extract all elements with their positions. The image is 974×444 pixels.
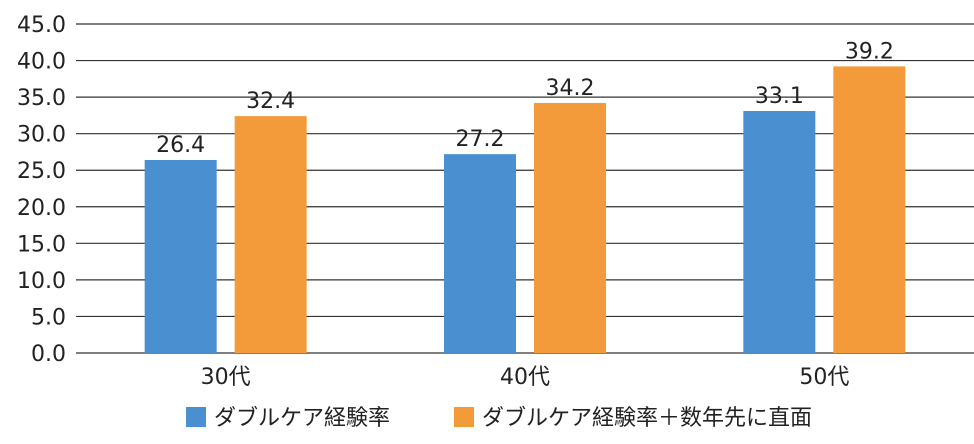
bar-double-care-rate-plus-future-2 [833, 66, 906, 353]
y-tick-label: 0.0 [31, 342, 66, 367]
legend-swatch [454, 407, 474, 427]
bars [144, 66, 906, 354]
y-tick-label: 20.0 [17, 196, 66, 221]
data-label: 27.2 [456, 127, 505, 152]
data-label: 33.1 [755, 84, 804, 109]
category-label: 50代 [799, 365, 849, 390]
legend-label: ダブルケア経験率 [214, 406, 390, 431]
bar-double-care-rate-1 [444, 154, 516, 353]
category-label: 30代 [201, 365, 251, 390]
x-axis-category-labels: 30代 40代 50代 [201, 365, 850, 390]
bar-double-care-rate-0 [144, 159, 217, 353]
bar-double-care-rate-2 [743, 111, 816, 353]
legend: ダブルケア経験率 ダブルケア経験率＋数年先に直面 [186, 406, 812, 431]
bar-double-care-rate-plus-future-0 [234, 116, 307, 354]
category-label: 40代 [500, 365, 550, 390]
legend-label: ダブルケア経験率＋数年先に直面 [482, 406, 812, 431]
y-axis-tick-labels: 0.0 5.0 10.0 15.0 20.0 25.0 30.0 35.0 40.0 45.0 [17, 13, 66, 367]
y-tick-label: 45.0 [17, 13, 66, 38]
y-tick-label: 15.0 [17, 232, 66, 257]
y-tick-label: 40.0 [17, 50, 66, 75]
y-tick-label: 10.0 [17, 269, 66, 294]
legend-swatch [186, 407, 206, 427]
gridlines [76, 23, 974, 354]
data-label: 34.2 [546, 76, 595, 101]
data-label: 32.4 [246, 89, 295, 114]
y-tick-label: 25.0 [17, 159, 66, 184]
y-tick-label: 30.0 [17, 123, 66, 148]
y-tick-label: 35.0 [17, 86, 66, 111]
data-label: 39.2 [845, 39, 894, 64]
data-label: 26.4 [156, 133, 205, 158]
y-tick-label: 5.0 [31, 305, 66, 330]
bar-double-care-rate-plus-future-1 [534, 102, 606, 354]
data-labels: 26.4 32.4 27.2 34.2 33.1 39.2 [156, 39, 894, 158]
